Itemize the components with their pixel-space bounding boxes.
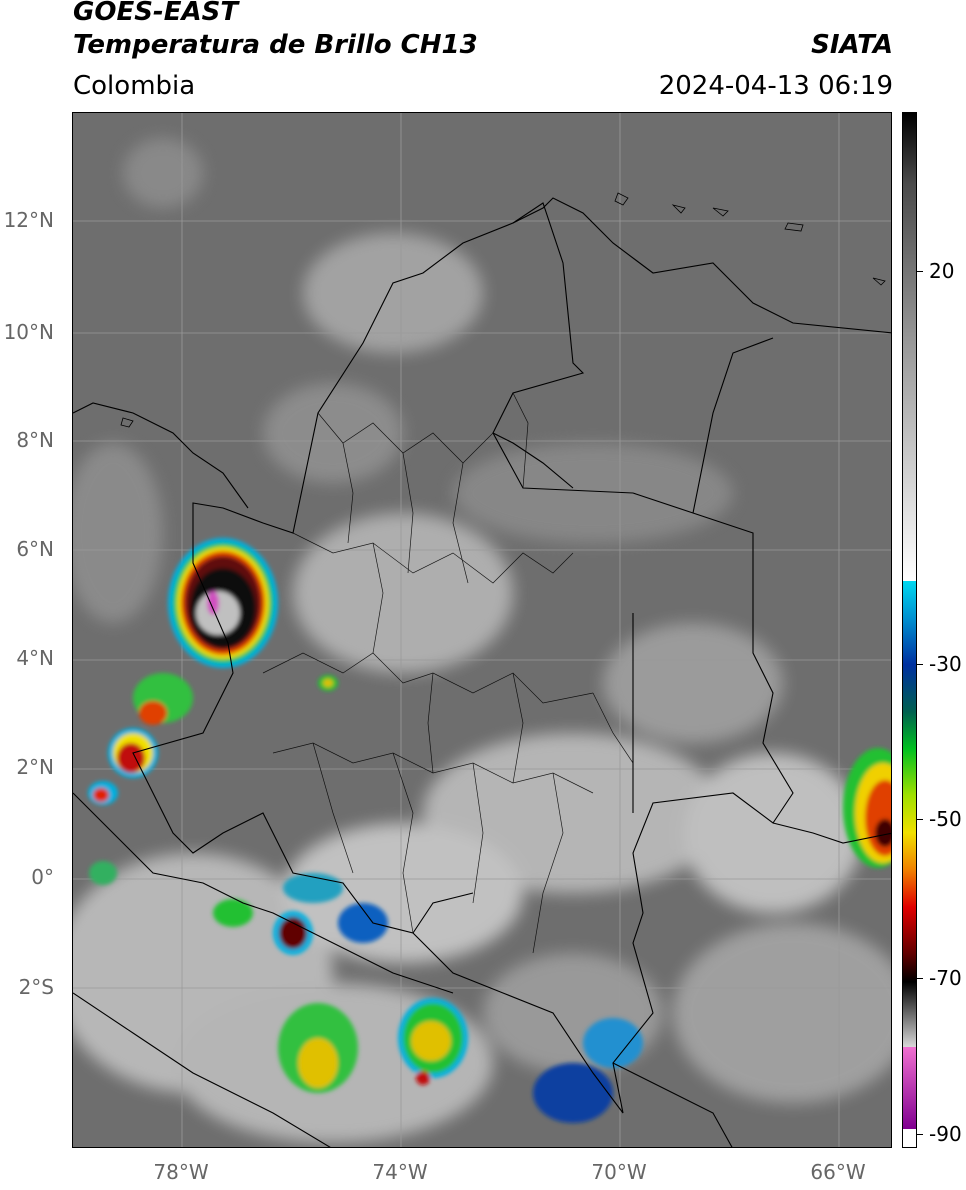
lat-tick-4n: 4°N	[16, 646, 54, 670]
storm-cell-amazon	[89, 675, 643, 1123]
colorbar-white-segment	[903, 1129, 916, 1147]
map-canvas	[73, 113, 891, 1147]
storm-cell-venezuela	[843, 748, 891, 868]
lon-tick-74w: 74°W	[372, 1160, 428, 1184]
lat-tick-2n: 2°N	[16, 755, 54, 779]
country-borders	[73, 197, 891, 1147]
lat-tick-6n: 6°N	[16, 537, 54, 561]
lon-tick-78w: 78°W	[153, 1160, 209, 1184]
colorbar-tick-mark	[917, 271, 923, 272]
colorbar-label-minus50: -50	[929, 807, 962, 831]
lon-tick-70w: 70°W	[591, 1160, 647, 1184]
colorbar-tick-mark	[917, 664, 923, 665]
storm-cells	[88, 538, 891, 1123]
brand-label: SIATA	[811, 30, 893, 60]
colorbar-label-20: 20	[929, 259, 955, 283]
colorbar-tick-mark	[917, 978, 923, 979]
lat-tick-0: 0°	[31, 865, 54, 889]
temperature-colorbar	[902, 112, 917, 1148]
colorbar-color-segment	[903, 581, 916, 1047]
lat-tick-8n: 8°N	[16, 428, 54, 452]
lat-tick-12n: 12°N	[3, 208, 54, 232]
colorbar-canvas	[903, 113, 916, 1147]
lat-tick-10n: 10°N	[3, 320, 54, 344]
colorbar-tick-mark	[917, 819, 923, 820]
colorbar-label-minus70: -70	[929, 966, 962, 990]
colorbar-label-minus30: -30	[929, 652, 962, 676]
timestamp-label: 2024-04-13 06:19	[658, 71, 893, 101]
title-satellite: GOES-EAST	[73, 0, 239, 27]
satellite-map	[72, 112, 892, 1148]
storm-cell-choco	[168, 538, 278, 668]
lon-tick-66w: 66°W	[810, 1160, 866, 1184]
title-product: Temperatura de Brillo CH13	[73, 30, 478, 60]
region-label: Colombia	[73, 71, 196, 101]
colorbar-label-minus90: -90	[929, 1122, 962, 1146]
lat-tick-2s: 2°S	[18, 975, 54, 999]
islands	[120, 192, 886, 428]
colorbar-gray-segment	[903, 113, 916, 581]
department-borders	[262, 392, 634, 954]
colorbar-tick-mark	[917, 1134, 923, 1135]
colorbar-pink-segment	[903, 1047, 916, 1129]
